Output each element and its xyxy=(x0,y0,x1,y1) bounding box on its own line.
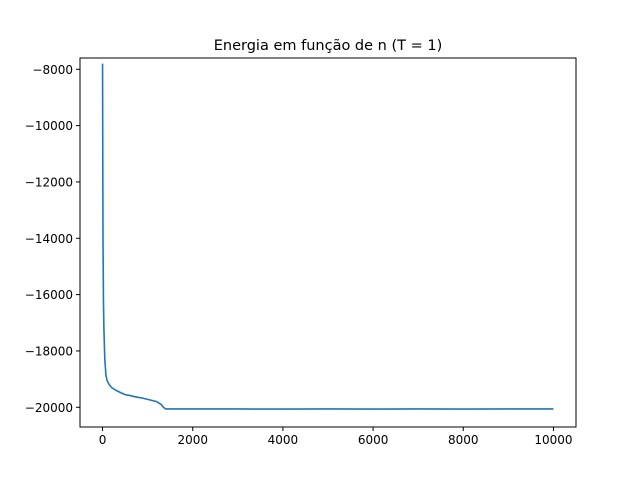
y-tick-label: −8000 xyxy=(32,63,73,77)
x-tick-label: 0 xyxy=(99,433,107,447)
x-tick-label: 8000 xyxy=(448,433,479,447)
y-tick-label: −18000 xyxy=(25,344,73,358)
plot-layer xyxy=(101,63,554,410)
x-tick-label: 4000 xyxy=(268,433,299,447)
y-axis: −8000 −10000 −12000 −14000 −16000 −18000 −2000… xyxy=(25,63,80,415)
y-tick-label: −10000 xyxy=(25,119,73,133)
y-tick-label: −20000 xyxy=(25,401,73,415)
chart-title: Energia em função de n (T = 1) xyxy=(214,38,442,54)
y-tick-label: −12000 xyxy=(25,175,73,189)
y-tick-label: −16000 xyxy=(25,288,73,302)
x-tick-label: 6000 xyxy=(358,433,389,447)
y-tick-label: −14000 xyxy=(25,232,73,246)
series-line xyxy=(101,63,554,410)
x-axis: 0 2000 4000 6000 8000 10000 xyxy=(99,427,573,447)
plot-frame xyxy=(79,57,577,428)
x-tick-label: 2000 xyxy=(177,433,208,447)
x-tick-label: 10000 xyxy=(534,433,572,447)
